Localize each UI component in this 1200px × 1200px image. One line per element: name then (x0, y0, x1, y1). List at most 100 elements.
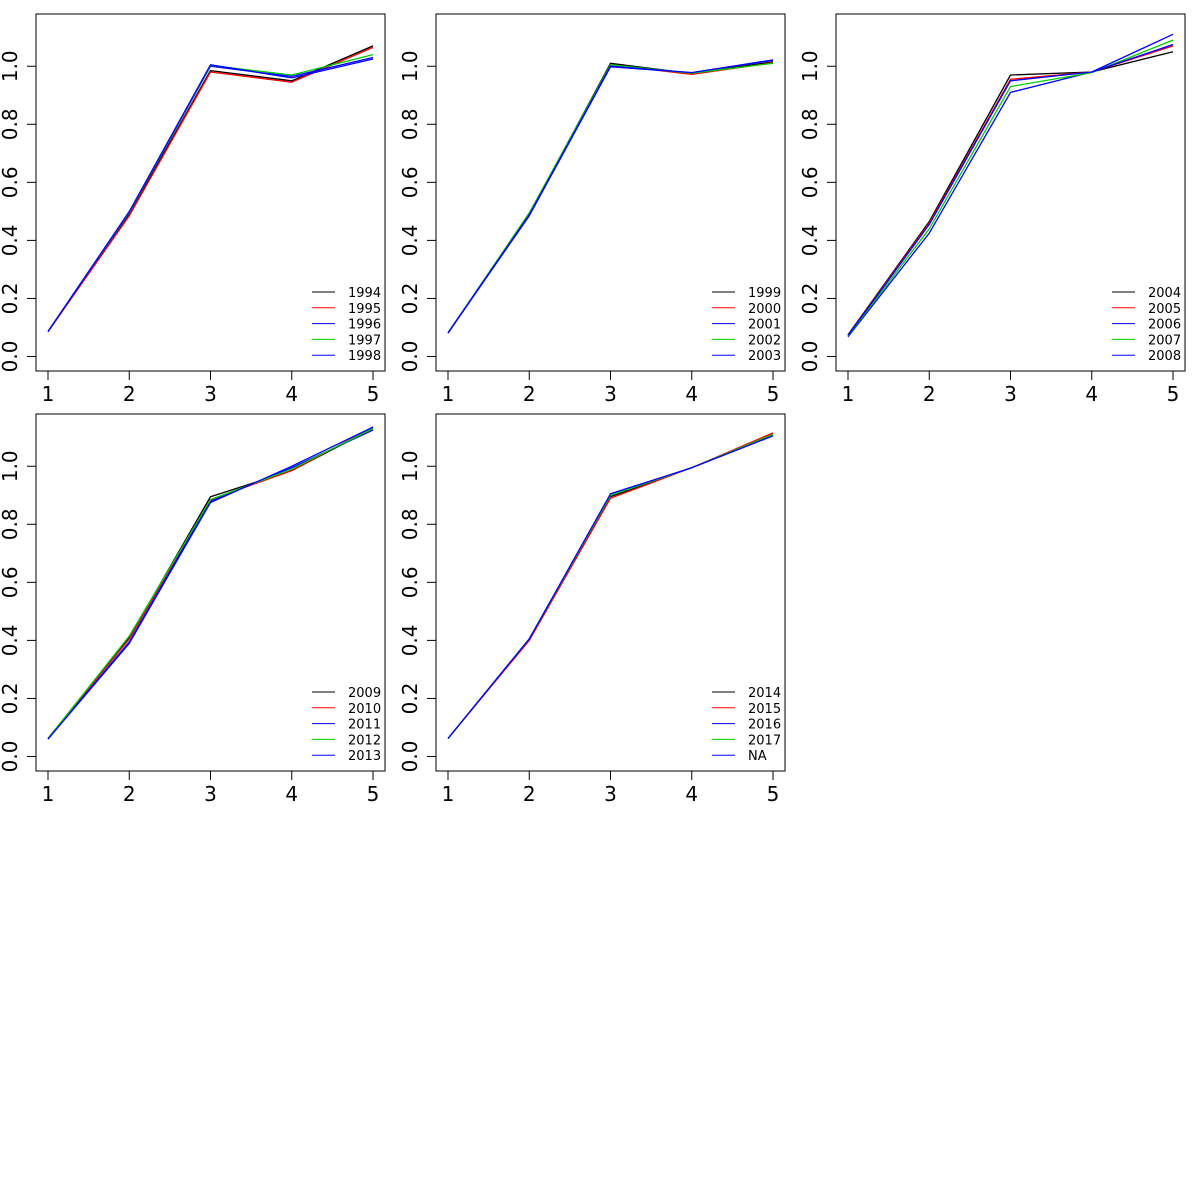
x-tick-label: 2 (523, 782, 536, 806)
y-tick-label: 0.4 (398, 624, 422, 656)
plot-frame (435, 413, 786, 772)
chart-panel-1: 1 2 3 4 5 0.0 0.2 0.4 0.6 0.8 1.0 19941995199619971… (0, 13, 386, 406)
y-tick-label: 0.6 (0, 566, 22, 598)
legend-label: 1996 (348, 318, 381, 333)
x-tick-label: 5 (367, 782, 380, 806)
y-tick-label: 0.2 (798, 283, 822, 315)
series-line-2013 (47, 426, 374, 740)
y-tick-label: 1.0 (0, 450, 22, 482)
chart-panel-3: 1 2 3 4 5 0.0 0.2 0.4 0.6 0.8 1.0 20042005200620072… (798, 13, 1186, 406)
y-tick-label: 0.8 (0, 108, 22, 140)
plot-frame (35, 413, 386, 772)
series-line-2012 (47, 427, 374, 739)
series-line-1994 (47, 45, 374, 333)
series-line-1995 (47, 46, 374, 333)
legend-label: 1995 (348, 302, 381, 317)
x-tick-label: 2 (923, 382, 936, 406)
y-tick-label: 0.0 (398, 341, 422, 373)
legend-label: 2012 (348, 733, 381, 748)
legend-label: 2010 (348, 702, 381, 717)
y-tick-label: 0.8 (398, 508, 422, 540)
y-tick-label: 0.2 (0, 283, 22, 315)
y-tick-label: 1.0 (798, 50, 822, 82)
x-tick-label: 4 (285, 382, 298, 406)
legend-label: 2006 (1148, 318, 1181, 333)
series-line-2006 (847, 33, 1174, 338)
x-tick-label: 1 (42, 382, 55, 406)
legend-label: 2016 (748, 718, 781, 733)
series-line-2007 (847, 39, 1174, 337)
legend-label: 2014 (748, 686, 781, 701)
x-tick-label: 3 (1004, 382, 1017, 406)
series-line-1996 (47, 56, 374, 332)
series-line-2003 (447, 59, 774, 334)
y-tick-label: 1.0 (398, 50, 422, 82)
legend-label: 2001 (748, 318, 781, 333)
y-tick-label: 0.4 (0, 224, 22, 256)
legend-label: 2013 (348, 749, 381, 764)
legend-label: 2007 (1148, 333, 1181, 348)
legend-label: 1997 (348, 333, 381, 348)
series-line-1997 (47, 53, 374, 332)
x-tick-label: 4 (1085, 382, 1098, 406)
x-tick-label: 3 (204, 382, 217, 406)
y-tick-label: 0.0 (0, 741, 22, 773)
x-tick-label: 5 (1167, 382, 1180, 406)
series-line-1998 (47, 58, 374, 332)
y-tick-label: 0.6 (0, 166, 22, 198)
legend-label: 2008 (1148, 349, 1181, 364)
x-tick-label: 5 (767, 382, 780, 406)
y-tick-label: 1.0 (0, 50, 22, 82)
y-tick-label: 0.2 (398, 683, 422, 715)
legend-label: 2002 (748, 333, 781, 348)
x-tick-label: 3 (204, 782, 217, 806)
x-tick-label: 3 (604, 382, 617, 406)
plot-frame (835, 13, 1186, 372)
series-line-2002 (447, 62, 774, 334)
series-line-2016 (447, 435, 774, 739)
y-tick-label: 0.2 (398, 283, 422, 315)
chart-panel-2: 1 2 3 4 5 0.0 0.2 0.4 0.6 0.8 1.0 19992000200120022… (398, 13, 786, 406)
x-tick-label: 4 (285, 782, 298, 806)
series-line-2011 (47, 429, 374, 740)
series-line-1999 (447, 61, 774, 334)
legend-label: 1999 (748, 286, 781, 301)
y-tick-label: 0.8 (798, 108, 822, 140)
series-line-2014 (447, 433, 774, 739)
y-tick-label: 0.0 (0, 341, 22, 373)
x-tick-label: 2 (123, 782, 136, 806)
legend-label: 2005 (1148, 302, 1181, 317)
legend-label: 2000 (748, 302, 781, 317)
legend-label: 2015 (748, 702, 781, 717)
x-tick-label: 4 (685, 782, 698, 806)
legend-label: NA (748, 749, 767, 764)
series-line-na (447, 435, 774, 739)
y-tick-label: 0.0 (798, 341, 822, 373)
series-line-2015 (447, 432, 774, 739)
legend-label: 1998 (348, 349, 381, 364)
legend-label: 2004 (1148, 286, 1181, 301)
series-line-2008 (847, 43, 1174, 336)
x-tick-label: 1 (42, 782, 55, 806)
x-tick-label: 2 (123, 382, 136, 406)
legend-label: 1994 (348, 286, 381, 301)
y-tick-label: 0.8 (0, 508, 22, 540)
x-tick-label: 3 (604, 782, 617, 806)
y-tick-label: 0.4 (398, 224, 422, 256)
legend-label: 2017 (748, 733, 781, 748)
y-tick-label: 1.0 (398, 450, 422, 482)
chart-panel-4: 1 2 3 4 5 0.0 0.2 0.4 0.6 0.8 1.0 20092010201120122… (0, 413, 386, 806)
y-tick-label: 0.0 (398, 741, 422, 773)
series-line-2000 (447, 62, 774, 334)
series-line-2017 (447, 433, 774, 739)
legend-label: 2003 (748, 349, 781, 364)
x-tick-label: 5 (367, 382, 380, 406)
y-tick-label: 0.4 (798, 224, 822, 256)
y-tick-label: 0.2 (0, 683, 22, 715)
x-tick-label: 2 (523, 382, 536, 406)
